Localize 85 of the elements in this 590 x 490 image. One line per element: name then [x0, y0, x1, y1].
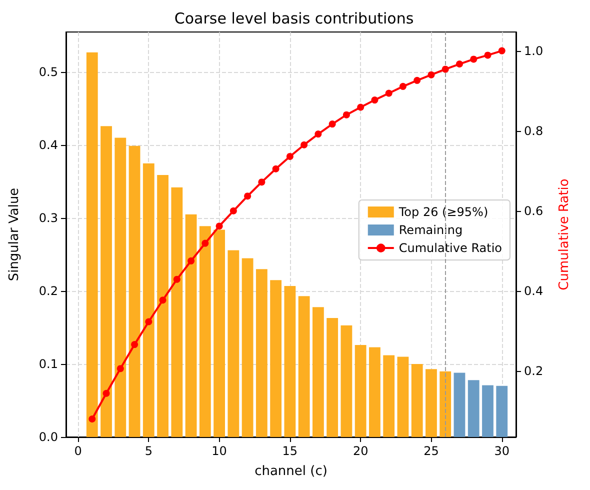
x-tick-label: 5: [144, 444, 152, 458]
chart-title: Coarse level basis contributions: [174, 10, 414, 28]
y-tick-label: 0.0: [38, 430, 58, 444]
bar: [228, 250, 240, 437]
y2-tick-label: 0.4: [524, 284, 544, 298]
bar: [199, 226, 211, 437]
bar: [468, 380, 480, 437]
point: [300, 141, 308, 148]
point: [258, 178, 266, 186]
bar: [270, 280, 282, 437]
y-tick-label: 0.3: [38, 211, 58, 226]
point: [244, 192, 252, 200]
x-axis-title: channel (c): [254, 464, 328, 479]
point: [314, 130, 322, 138]
point: [116, 365, 124, 372]
point: [470, 56, 478, 63]
bar: [284, 286, 296, 437]
point: [230, 207, 237, 214]
x-tick-label: 20: [352, 444, 368, 458]
bar: [326, 318, 338, 437]
legend-label: Cumulative Ratio: [398, 241, 502, 255]
bar: [411, 364, 423, 437]
y2-axis-title: Cumulative Ratio: [557, 178, 572, 290]
y-tick-label: 0.2: [38, 284, 58, 298]
bar: [369, 347, 380, 437]
bar: [298, 296, 310, 437]
point: [371, 96, 378, 104]
y-tick-label: 0.5: [38, 65, 58, 80]
point: [131, 341, 138, 348]
bar: [242, 258, 254, 437]
bar: [157, 175, 168, 437]
bar: [185, 214, 197, 437]
point: [272, 165, 280, 172]
x-tick-label: 15: [282, 444, 298, 458]
bar: [354, 345, 366, 437]
bar: [440, 371, 452, 437]
point: [498, 47, 506, 54]
bar: [128, 146, 140, 437]
point: [173, 276, 180, 283]
point: [188, 257, 195, 264]
point: [342, 111, 350, 118]
x-tick-label: 30: [494, 444, 510, 458]
point: [442, 66, 449, 73]
point: [357, 104, 364, 111]
legend-label: Top 26 (≥95%): [398, 205, 488, 219]
point: [399, 82, 406, 90]
legend-label: Remaining: [398, 223, 463, 237]
bar: [383, 355, 395, 437]
y-axis-title: Singular Value: [7, 188, 22, 282]
x-tick-label: 0: [74, 444, 82, 458]
point: [456, 60, 463, 68]
bar: [256, 269, 268, 437]
y2-tick-label: 0.6: [524, 204, 544, 218]
bar: [482, 385, 494, 437]
y2-tick-label: 0.2: [524, 364, 544, 378]
point: [202, 240, 209, 247]
point: [145, 318, 152, 326]
bar: [397, 356, 409, 437]
point: [414, 76, 421, 84]
point: [159, 296, 166, 304]
point: [216, 222, 223, 230]
bar: [214, 230, 225, 437]
bar: [86, 52, 98, 437]
point: [428, 71, 435, 78]
bar: [171, 187, 183, 437]
bar: [312, 307, 324, 437]
x-tick-label: 25: [424, 444, 439, 458]
bar: [114, 138, 126, 437]
bar: [496, 386, 508, 437]
bar: [142, 163, 154, 437]
bar: [454, 372, 466, 437]
point: [385, 90, 392, 97]
bar: [340, 325, 352, 437]
bar: [426, 369, 437, 437]
point: [286, 152, 294, 160]
bar: [100, 126, 112, 437]
point: [328, 120, 336, 128]
y2-tick-label: 0.8: [524, 124, 544, 138]
x-tick-label: 10: [212, 444, 227, 458]
point: [484, 52, 492, 59]
y-tick-label: 0.1: [38, 357, 58, 372]
point: [88, 415, 96, 422]
y-tick-label: 0.4: [38, 138, 58, 152]
point: [102, 390, 110, 397]
y2-tick-label: 1.0: [524, 44, 544, 58]
